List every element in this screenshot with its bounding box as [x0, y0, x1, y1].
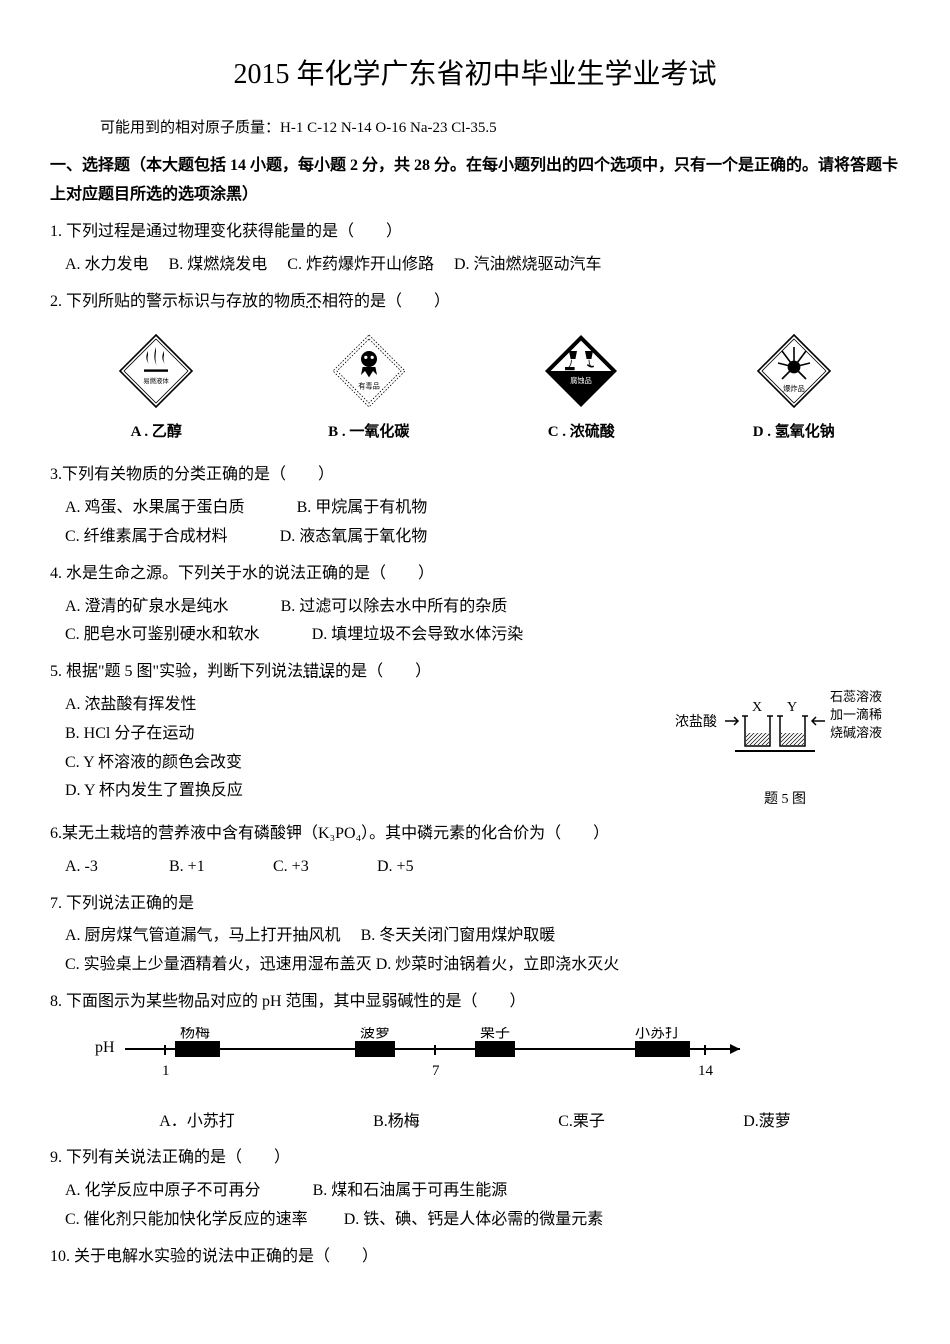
- svg-text:pH: pH: [95, 1039, 115, 1056]
- q4-options: A. 澄清的矿泉水是纯水 B. 过滤可以除去水中所有的杂质 C. 肥皂水可鉴别硬…: [65, 593, 900, 651]
- q2-label-a: A . 乙醇: [50, 419, 263, 446]
- toxic-sign: 有毒品: [329, 331, 409, 411]
- svg-text:栗子: 栗子: [480, 1027, 510, 1041]
- q2-hazard-signs-row: 易燃液体 A . 乙醇 有毒品 B . 一氧化碳: [50, 331, 900, 446]
- q1-option-c: C. 炸药爆炸开山修路: [287, 256, 434, 273]
- section-1-header: 一、选择题（本大题包括 14 小题，每小题 2 分，共 28 分。在每小题列出的…: [50, 152, 900, 210]
- question-9: 9. 下列有关说法正确的是（ ）: [50, 1144, 900, 1173]
- q2-sign-d: 爆炸品 D . 氢氧化钠: [688, 331, 901, 446]
- q2-underline: 不: [306, 293, 322, 310]
- question-6: 6.某无土栽培的营养液中含有磷酸钾（K₃PO₄）。其中磷元素的化合价为（ ）: [50, 820, 900, 849]
- svg-text:浓盐酸: 浓盐酸: [675, 714, 717, 730]
- question-8: 8. 下面图示为某些物品对应的 pH 范围，其中显弱碱性的是（ ）: [50, 988, 900, 1017]
- svg-text:加一滴稀: 加一滴稀: [830, 707, 882, 722]
- explosive-sign: 爆炸品: [754, 331, 834, 411]
- q7-option-d: D. 炒菜时油锅着火，立即浇水灭火: [376, 956, 620, 973]
- q6-option-a: A. -3: [65, 853, 165, 882]
- q2-sign-b: 有毒品 B . 一氧化碳: [263, 331, 476, 446]
- q6-option-c: C. +3: [273, 853, 373, 882]
- q3-option-b: B. 甲烷属于有机物: [297, 499, 428, 516]
- q9-options: A. 化学反应中原子不可再分 B. 煤和石油属于可再生能源 C. 催化剂只能加快…: [65, 1177, 900, 1235]
- q5-underline: 错误: [303, 663, 335, 680]
- q8-option-b: B.杨梅: [373, 1108, 420, 1137]
- svg-text:Y: Y: [787, 700, 797, 715]
- q1-option-b: B. 煤燃烧发电: [169, 256, 268, 273]
- q9-option-a: A. 化学反应中原子不可再分: [65, 1182, 261, 1199]
- question-3: 3.下列有关物质的分类正确的是（ ）: [50, 461, 900, 490]
- q5-figure-caption: 题 5 图: [670, 787, 900, 812]
- q7-options: A. 厨房煤气管道漏气，马上打开抽风机 B. 冬天关闭门窗用煤炉取暖 C. 实验…: [65, 922, 900, 980]
- q5-prefix: 5. 根据"题 5 图"实验，判断下列说法: [50, 663, 303, 680]
- q4-option-a: A. 澄清的矿泉水是纯水: [65, 598, 229, 615]
- corrosive-sign: 腐蚀品: [541, 331, 621, 411]
- q9-option-b: B. 煤和石油属于可再生能源: [313, 1182, 508, 1199]
- q5-figure: 浓盐酸 X Y 石蕊溶液 加一滴稀 烧碱溶液 题 5 图: [670, 681, 900, 812]
- q8-option-d: D.菠萝: [743, 1108, 791, 1137]
- q1-option-d: D. 汽油燃烧驱动汽车: [454, 256, 602, 273]
- q6-option-d: D. +5: [377, 853, 477, 882]
- q8-option-a: A．小苏打: [159, 1108, 235, 1137]
- q2-label-b: B . 一氧化碳: [263, 419, 476, 446]
- q2-sign-a: 易燃液体 A . 乙醇: [50, 331, 263, 446]
- q5-suffix: 的是（ ）: [335, 663, 431, 680]
- svg-text:1: 1: [162, 1063, 170, 1079]
- flammable-liquid-sign: 易燃液体: [116, 331, 196, 411]
- q8-options: A．小苏打 B.杨梅 C.栗子 D.菠萝: [90, 1108, 860, 1137]
- svg-text:石蕊溶液: 石蕊溶液: [830, 689, 882, 704]
- q1-options: A. 水力发电 B. 煤燃烧发电 C. 炸药爆炸开山修路 D. 汽油燃烧驱动汽车: [65, 251, 900, 280]
- svg-text:易燃液体: 易燃液体: [143, 376, 169, 385]
- q7-option-c: C. 实验桌上少量酒精着火，迅速用湿布盖灭: [65, 956, 372, 973]
- svg-text:腐蚀品: 腐蚀品: [570, 376, 592, 385]
- q2-prefix: 2. 下列所贴的警示标识与存放的物质: [50, 293, 306, 310]
- svg-text:菠萝: 菠萝: [360, 1027, 390, 1041]
- svg-text:爆炸品: 爆炸品: [783, 384, 805, 393]
- q9-option-d: D. 铁、碘、钙是人体必需的微量元素: [344, 1211, 604, 1228]
- q2-sign-c: 腐蚀品 C . 浓硫酸: [475, 331, 688, 446]
- q8-ph-scale: pH 杨梅 菠萝 栗子 小苏打 1 7 14: [80, 1027, 900, 1103]
- question-7: 7. 下列说法正确的是: [50, 890, 900, 919]
- q2-label-d: D . 氢氧化钠: [688, 419, 901, 446]
- q4-option-c: C. 肥皂水可鉴别硬水和软水: [65, 626, 260, 643]
- q3-option-c: C. 纤维素属于合成材料: [65, 528, 228, 545]
- question-4: 4. 水是生命之源。下列关于水的说法正确的是（ ）: [50, 560, 900, 589]
- svg-text:7: 7: [432, 1063, 440, 1079]
- q3-option-d: D. 液态氧属于氧化物: [280, 528, 428, 545]
- q8-option-c: C.栗子: [558, 1108, 605, 1137]
- q2-suffix: 相符的是（ ）: [322, 293, 450, 310]
- q4-option-d: D. 填埋垃圾不会导致水体污染: [312, 626, 524, 643]
- question-2: 2. 下列所贴的警示标识与存放的物质不相符的是（ ）: [50, 288, 900, 317]
- question-1: 1. 下列过程是通过物理变化获得能量的是（ ）: [50, 218, 900, 247]
- q4-option-b: B. 过滤可以除去水中所有的杂质: [281, 598, 508, 615]
- q7-option-a: A. 厨房煤气管道漏气，马上打开抽风机: [65, 927, 341, 944]
- svg-text:杨梅: 杨梅: [180, 1027, 210, 1041]
- q2-label-c: C . 浓硫酸: [475, 419, 688, 446]
- svg-text:有毒品: 有毒品: [358, 382, 380, 391]
- svg-text:X: X: [752, 700, 762, 715]
- q1-option-a: A. 水力发电: [65, 256, 149, 273]
- q6-option-b: B. +1: [169, 853, 269, 882]
- q6-options: A. -3 B. +1 C. +3 D. +5: [65, 853, 900, 882]
- exam-title: 2015 年化学广东省初中毕业生学业考试: [50, 50, 900, 100]
- q9-option-c: C. 催化剂只能加快化学反应的速率: [65, 1211, 308, 1228]
- q3-option-a: A. 鸡蛋、水果属于蛋白质: [65, 499, 245, 516]
- q7-option-b: B. 冬天关闭门窗用煤炉取暖: [361, 927, 556, 944]
- svg-text:烧碱溶液: 烧碱溶液: [830, 725, 882, 740]
- svg-text:小苏打: 小苏打: [635, 1027, 680, 1041]
- atomic-mass-info: 可能用到的相对原子质量：H-1 C-12 N-14 O-16 Na-23 Cl-…: [100, 115, 900, 142]
- svg-text:14: 14: [698, 1063, 714, 1079]
- q3-options: A. 鸡蛋、水果属于蛋白质 B. 甲烷属于有机物 C. 纤维素属于合成材料 D.…: [65, 494, 900, 552]
- question-10: 10. 关于电解水实验的说法中正确的是（ ）: [50, 1243, 900, 1272]
